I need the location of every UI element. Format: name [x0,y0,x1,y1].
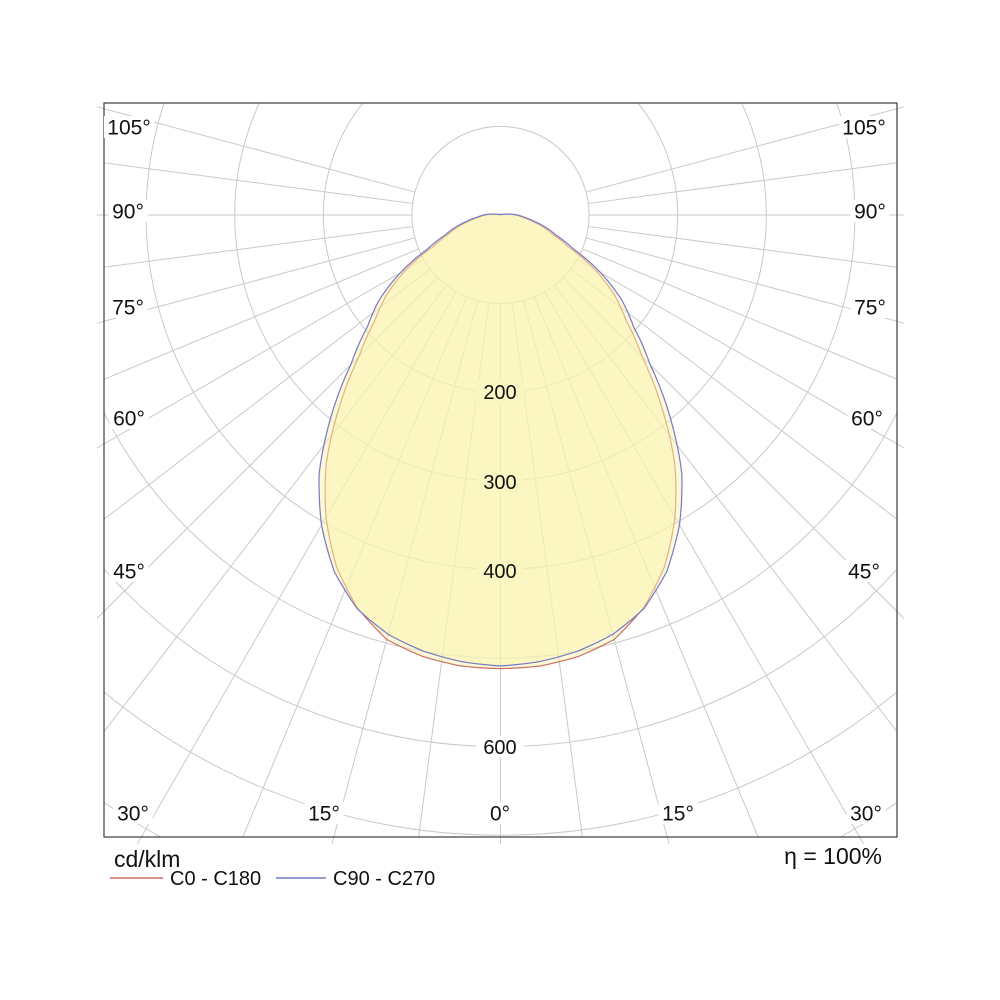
angle-label-bg [113,802,153,824]
intensity-curves [318,213,683,670]
ring-label-bg [476,471,524,493]
ring-label-bg [476,381,524,403]
ring-value-labels: 200 300 400 600 [476,381,524,759]
legend-label-c0: C0 - C180 [170,868,261,890]
angle-label-bg [850,200,890,222]
angle-label: 75° [112,297,144,320]
grid-ray [104,248,419,380]
efficiency-label: η = 100% [784,843,882,869]
grid-ray-labeled [97,258,425,449]
ring-label: 300 [483,472,516,494]
angle-label-bg [847,407,887,429]
grid-ray-labeled [97,106,416,193]
grid-ray-labeled [97,277,439,620]
angle-label: 105° [107,117,150,140]
plot-border [103,102,898,838]
ring-label-bg [476,560,524,582]
ring-label-bg [476,736,524,758]
angle-label-bg [850,296,890,318]
grid-ray-labeled [576,258,904,449]
angle-label: 105° [842,117,885,140]
angle-label: 15° [308,803,340,826]
angle-label: 45° [113,561,145,584]
angle-label-bg [108,296,148,318]
angle-label-bg [846,802,886,824]
grid-ray [104,226,413,268]
angle-label-bg [486,802,514,824]
grid-ray-labeled [562,277,904,620]
grid-ray [588,226,897,268]
units-label: cd/klm [114,846,180,872]
legend: C0 - C180 C90 - C270 [110,868,435,890]
grid-ray-labeled [585,237,904,324]
grid-ray [104,268,431,520]
angle-label: 15° [662,803,694,826]
series-curve-c90-c270 [318,213,683,667]
angle-label-bg [658,802,698,824]
angle-label: 60° [851,408,883,431]
grid-ray [582,248,897,380]
angle-label: 30° [117,803,149,826]
angle-label-bg [108,200,148,222]
legend-label-c90: C90 - C270 [333,868,435,890]
angle-label: 0° [490,803,510,826]
angle-label: 60° [113,408,145,431]
angle-label: 30° [850,803,882,826]
angle-label: 75° [854,297,886,320]
ring-label: 400 [483,561,516,583]
ring-label: 200 [483,382,516,404]
angle-label-bg [109,560,149,582]
angle-label-bg [844,560,884,582]
grid-ray-labeled [97,237,416,324]
grid-ray-labeled [585,106,904,193]
angle-label: 90° [112,201,144,224]
angle-label-bg [839,116,889,138]
ring-label: 600 [483,737,516,759]
angle-label-bg [109,407,149,429]
angle-labels: 105° 90° 75° 60° 45° 30° 15° 0° 15° 30° 45° 60° 75° 9… [104,116,890,826]
grid-ray [104,162,413,204]
grid-ray [588,162,897,204]
angle-label-bg [304,802,344,824]
angle-label-bg [104,116,154,138]
grid-ray [570,268,897,520]
angle-label: 90° [854,201,886,224]
angle-label: 45° [848,561,880,584]
